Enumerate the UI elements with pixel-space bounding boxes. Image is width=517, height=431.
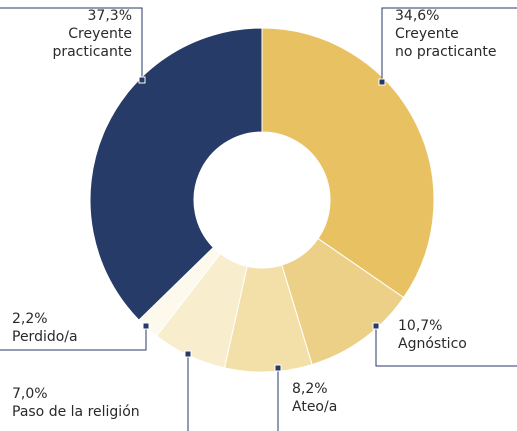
category-line: Paso de la religión <box>12 404 140 420</box>
category-line: Ateo/a <box>292 399 337 415</box>
label-marker <box>378 78 386 86</box>
value-label: 7,0% <box>12 386 48 402</box>
value-label: 34,6% <box>395 8 439 24</box>
category-line: practicante <box>52 44 132 60</box>
value-label: 10,7% <box>398 318 442 334</box>
value-label: 2,2% <box>12 311 48 327</box>
category-label: Ateo/a <box>292 399 337 415</box>
label-marker <box>372 322 380 330</box>
category-label: Perdido/a <box>12 329 78 345</box>
label-marker <box>138 76 146 84</box>
category-label: Creyente no practicante <box>395 26 496 60</box>
leader-line <box>0 7 143 80</box>
leader-line <box>381 7 517 82</box>
category-line: Agnóstico <box>398 336 467 352</box>
category-label: Creyente practicante <box>52 26 132 60</box>
value-label: 8,2% <box>292 381 328 397</box>
label-marker <box>142 322 150 330</box>
value-label: 37,3% <box>88 8 132 24</box>
category-line: no practicante <box>395 44 496 60</box>
label-marker <box>274 364 282 372</box>
category-label: Paso de la religión <box>12 404 140 420</box>
donut-slice <box>89 27 263 321</box>
category-line: Creyente <box>395 26 459 42</box>
donut-slice <box>261 27 435 299</box>
category-line: Perdido/a <box>12 329 78 345</box>
label-marker <box>184 350 192 358</box>
leader-line <box>0 326 147 351</box>
category-line: Creyente <box>68 26 132 42</box>
leader-line <box>375 326 517 367</box>
category-label: Agnóstico <box>398 336 467 352</box>
